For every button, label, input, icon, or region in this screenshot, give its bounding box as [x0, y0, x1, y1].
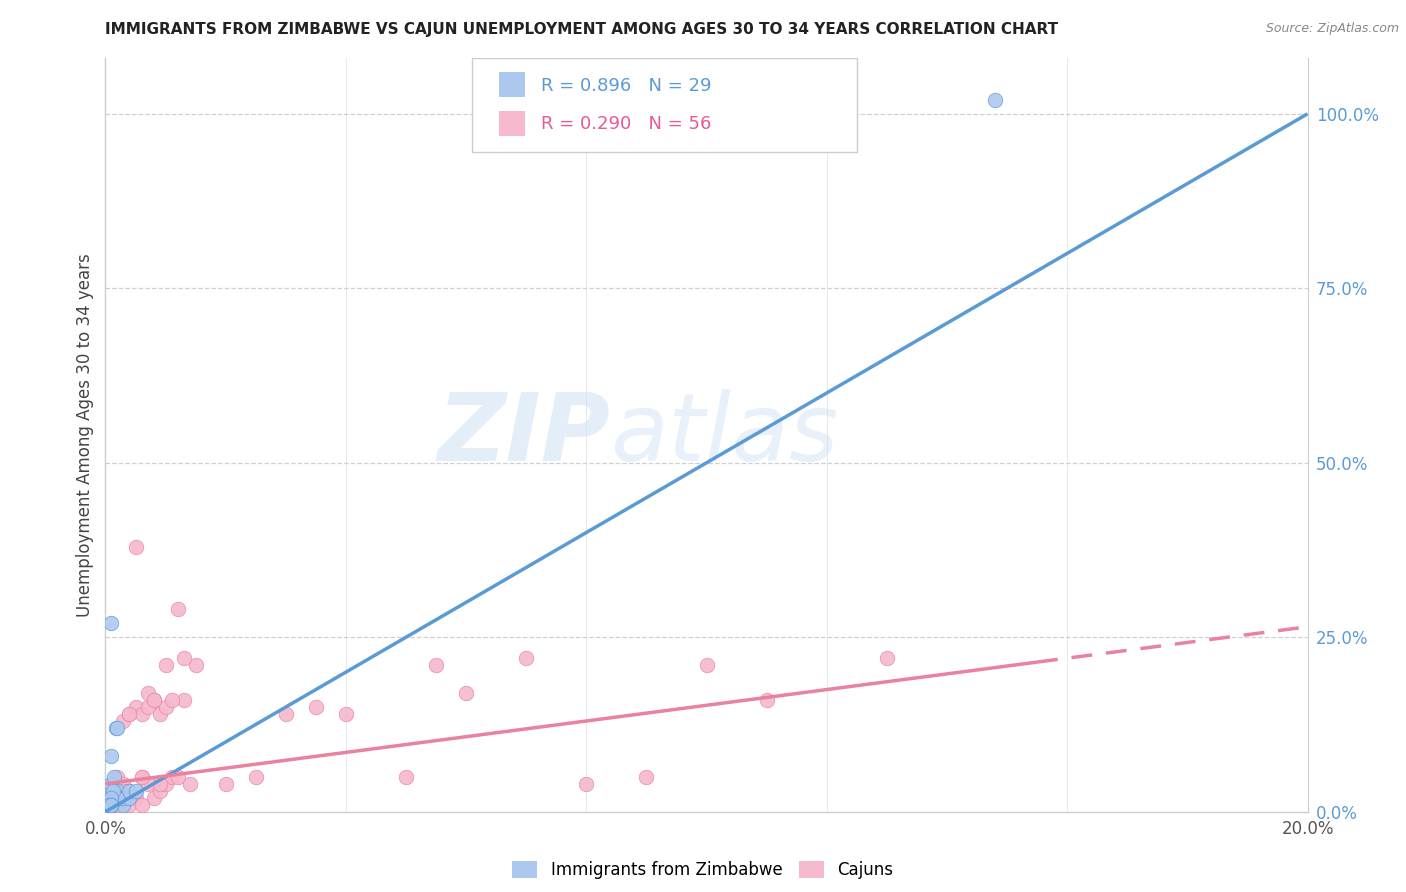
Point	[148, 777, 170, 791]
Point	[142, 693, 165, 707]
Point	[166, 770, 188, 784]
Point	[876, 651, 898, 665]
Legend: Immigrants from Zimbabwe, Cajuns: Immigrants from Zimbabwe, Cajuns	[512, 861, 894, 880]
FancyBboxPatch shape	[472, 58, 856, 153]
Point	[100, 797, 122, 812]
Point	[105, 721, 128, 735]
Point	[755, 693, 778, 707]
Point	[112, 777, 135, 791]
Point	[100, 616, 122, 631]
Point	[274, 706, 297, 721]
Point	[97, 797, 120, 812]
Point	[636, 770, 658, 784]
Point	[118, 706, 141, 721]
Point	[112, 790, 135, 805]
Point	[97, 790, 120, 805]
Point	[696, 658, 718, 673]
Point	[131, 706, 153, 721]
Point	[107, 790, 129, 805]
Point	[184, 658, 207, 673]
Point	[173, 651, 195, 665]
Point	[124, 790, 146, 805]
Point	[112, 714, 135, 728]
Point	[131, 770, 153, 784]
Text: R = 0.896   N = 29: R = 0.896 N = 29	[541, 77, 711, 95]
Point	[118, 706, 141, 721]
Text: IMMIGRANTS FROM ZIMBABWE VS CAJUN UNEMPLOYMENT AMONG AGES 30 TO 34 YEARS CORRELA: IMMIGRANTS FROM ZIMBABWE VS CAJUN UNEMPL…	[105, 22, 1059, 37]
Point	[100, 797, 122, 812]
Point	[173, 693, 195, 707]
Point	[214, 777, 236, 791]
Point	[112, 790, 135, 805]
Point	[142, 693, 165, 707]
Point	[515, 651, 537, 665]
Point	[107, 784, 129, 798]
Point	[107, 797, 129, 812]
Point	[454, 686, 477, 700]
Point	[425, 658, 447, 673]
Point	[335, 706, 357, 721]
Point	[136, 777, 159, 791]
Point	[305, 700, 328, 714]
Point	[131, 770, 153, 784]
Point	[118, 790, 141, 805]
Point	[160, 693, 183, 707]
Point	[103, 770, 125, 784]
Point	[148, 706, 170, 721]
Point	[142, 790, 165, 805]
Point	[131, 797, 153, 812]
Point	[107, 790, 129, 805]
Point	[107, 790, 129, 805]
Point	[166, 602, 188, 616]
Point	[179, 777, 201, 791]
Point	[107, 770, 129, 784]
Point	[107, 721, 129, 735]
Point	[100, 777, 122, 791]
Point	[124, 540, 146, 554]
Y-axis label: Unemployment Among Ages 30 to 34 years: Unemployment Among Ages 30 to 34 years	[76, 253, 94, 616]
Point	[100, 748, 122, 763]
Bar	[499, 111, 524, 136]
Point	[575, 777, 598, 791]
Point	[112, 790, 135, 805]
Point	[112, 784, 135, 798]
Point	[97, 790, 120, 805]
Point	[100, 797, 122, 812]
Point	[118, 784, 141, 798]
Point	[160, 770, 183, 784]
Point	[100, 777, 122, 791]
Point	[136, 700, 159, 714]
Point	[98, 797, 121, 812]
Point	[100, 797, 122, 812]
Point	[118, 784, 141, 798]
Point	[124, 784, 146, 798]
Bar	[499, 72, 524, 97]
Point	[100, 797, 122, 812]
Text: atlas: atlas	[610, 389, 838, 481]
Point	[101, 784, 124, 798]
Point	[110, 790, 132, 805]
Point	[124, 700, 146, 714]
Point	[984, 93, 1007, 107]
Text: ZIP: ZIP	[437, 389, 610, 481]
Point	[98, 797, 121, 812]
Point	[155, 700, 177, 714]
Point	[245, 770, 267, 784]
Point	[100, 790, 122, 805]
Point	[148, 784, 170, 798]
Point	[118, 797, 141, 812]
Text: R = 0.290   N = 56: R = 0.290 N = 56	[541, 114, 711, 133]
Text: Source: ZipAtlas.com: Source: ZipAtlas.com	[1265, 22, 1399, 36]
Point	[395, 770, 418, 784]
Point	[100, 797, 122, 812]
Point	[136, 686, 159, 700]
Point	[103, 784, 125, 798]
Point	[155, 777, 177, 791]
Point	[112, 797, 135, 812]
Point	[100, 790, 122, 805]
Point	[155, 658, 177, 673]
